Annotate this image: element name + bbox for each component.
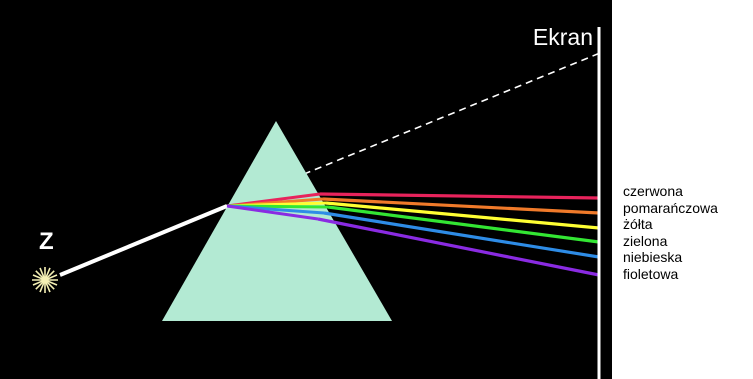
incident-light-ray — [59, 204, 228, 277]
source-label: Z — [39, 228, 54, 255]
legend-item-red: czerwona — [623, 183, 683, 199]
star-spoke — [32, 274, 58, 286]
color-legend: czerwona pomarańczowa żółta zielona nieb… — [623, 183, 718, 282]
ray-yellow — [325, 201, 600, 230]
ray-green — [327, 205, 600, 244]
legend-item-orange: pomarańczowa — [623, 199, 718, 216]
dashed-undeviated-ray — [225, 52, 601, 207]
screen-label: Ekran — [533, 24, 593, 50]
ray-inside-prism-violet — [226, 204, 319, 221]
legend-item-blue: niebieska — [623, 249, 683, 265]
dispersed-rays — [226, 192, 600, 277]
legend-item-green: zielona — [623, 232, 668, 249]
legend-item-violet: fioletowa — [623, 265, 679, 282]
light-source-star-icon — [32, 267, 58, 293]
ray-blue — [323, 211, 600, 259]
prism-diagram: Ekran Z — [0, 0, 612, 379]
ray-violet — [317, 217, 600, 277]
prism — [162, 121, 392, 321]
legend-item-yellow: żółta — [623, 216, 653, 232]
ray-orange — [322, 197, 600, 215]
ray-red — [319, 192, 600, 200]
